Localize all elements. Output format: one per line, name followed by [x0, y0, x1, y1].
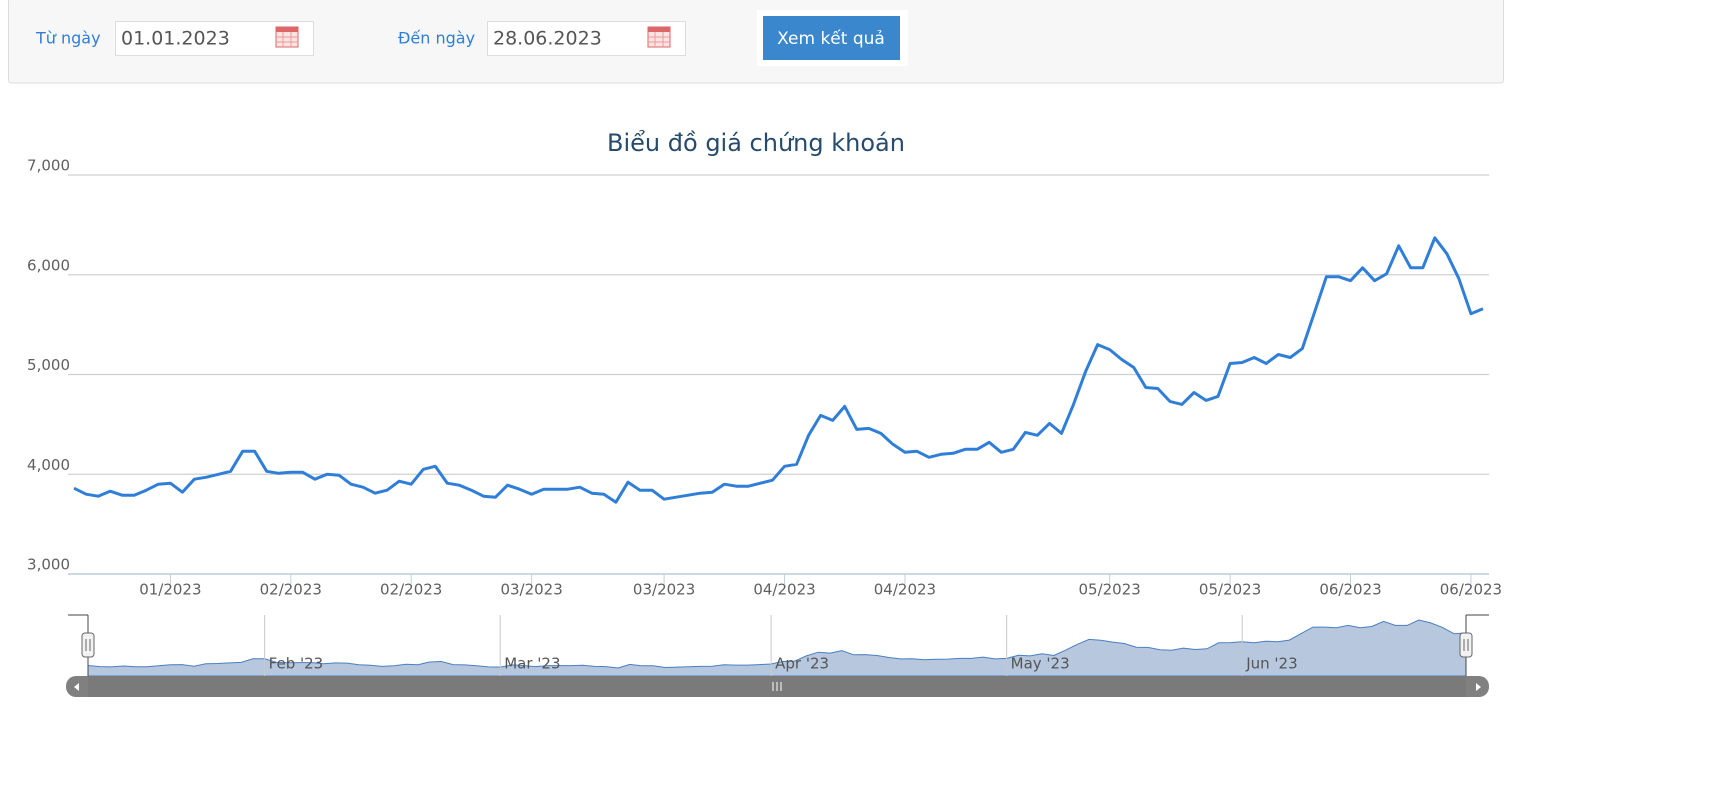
filter-panel	[8, 0, 1504, 84]
x-tick-label: 05/2023	[1199, 581, 1261, 599]
handle-grip	[85, 639, 91, 651]
handle-grip	[1463, 639, 1469, 651]
x-tick-label: 03/2023	[500, 581, 562, 599]
y-tick-label: 3,000	[27, 556, 70, 574]
from-value[interactable]: 01.01.2023	[121, 28, 230, 50]
y-tick-label: 7,000	[27, 157, 70, 175]
calendar-icon[interactable]	[275, 26, 299, 48]
y-tick-label: 5,000	[27, 356, 70, 374]
submit-button[interactable]	[763, 16, 900, 60]
x-tick-label: 01/2023	[139, 581, 201, 599]
to-value[interactable]: 28.06.2023	[493, 28, 602, 50]
x-tick-label: 02/2023	[380, 581, 442, 599]
scroll-grip	[772, 682, 782, 691]
submit-label[interactable]: Xem kết quả	[777, 28, 885, 49]
calendar-icon[interactable]	[647, 26, 671, 48]
x-tick-label: 03/2023	[633, 581, 695, 599]
from-label: Từ ngày	[35, 29, 101, 48]
x-tick-label: 06/2023	[1319, 581, 1381, 599]
x-tick-label: 04/2023	[874, 581, 936, 599]
x-tick-label: 05/2023	[1079, 581, 1141, 599]
scroll-right[interactable]	[1476, 683, 1481, 691]
x-tick-label: 02/2023	[260, 581, 322, 599]
navigator-label: Feb '23	[269, 655, 324, 673]
chart-title: Biểu đồ giá chứng khoán	[607, 129, 905, 157]
navigator-label: May '23	[1011, 655, 1070, 673]
navigator-handle[interactable]	[1459, 632, 1473, 658]
navigator-handle[interactable]	[81, 632, 95, 658]
navigator-label: Mar '23	[504, 655, 560, 673]
navigator-label: Apr '23	[775, 655, 829, 673]
navigator-area	[87, 619, 1467, 677]
to-label: Đến ngày	[398, 29, 475, 48]
x-tick-label: 04/2023	[753, 581, 815, 599]
price-line	[73, 236, 1484, 504]
y-tick-label: 4,000	[27, 456, 70, 474]
navigator-label: Jun '23	[1245, 655, 1297, 673]
x-tick-label: 06/2023	[1440, 581, 1502, 599]
scroll-left[interactable]	[74, 683, 79, 691]
y-tick-label: 6,000	[27, 256, 70, 274]
